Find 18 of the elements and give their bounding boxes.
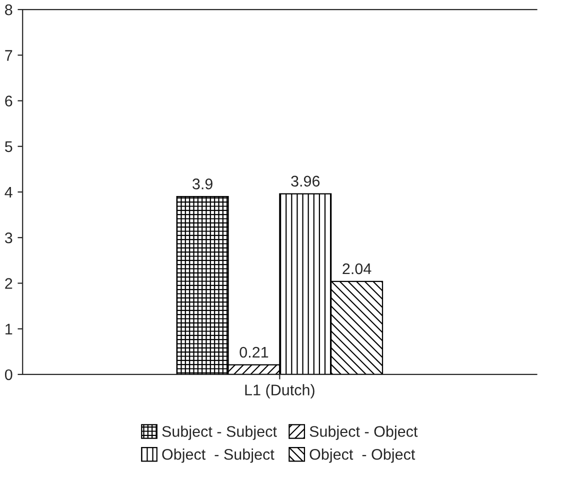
legend-label: Object - Object bbox=[310, 448, 416, 463]
y-tick-label: 2 bbox=[5, 278, 12, 289]
data-label: 0.21 bbox=[240, 346, 268, 358]
data-label: 2.04 bbox=[342, 263, 372, 274]
x-tick-label: L1 (Dutch) bbox=[245, 384, 314, 398]
legend-label: Object - Subject bbox=[162, 448, 274, 463]
y-tick-label: 4 bbox=[4, 187, 12, 198]
data-label: 3.96 bbox=[291, 176, 320, 187]
data-label: 3.9 bbox=[192, 178, 212, 190]
y-tick-label: 5 bbox=[4, 141, 12, 152]
y-tick-label: 8 bbox=[5, 4, 12, 16]
y-tick-label: 1 bbox=[6, 324, 12, 334]
legend-label: Subject - Subject bbox=[162, 426, 277, 440]
legend-label: Subject - Object bbox=[310, 426, 418, 440]
y-tick-label: 7 bbox=[5, 50, 12, 61]
y-tick-label: 6 bbox=[5, 96, 12, 106]
y-tick-label: 3 bbox=[4, 232, 12, 244]
y-tick-label: 0 bbox=[4, 369, 12, 380]
